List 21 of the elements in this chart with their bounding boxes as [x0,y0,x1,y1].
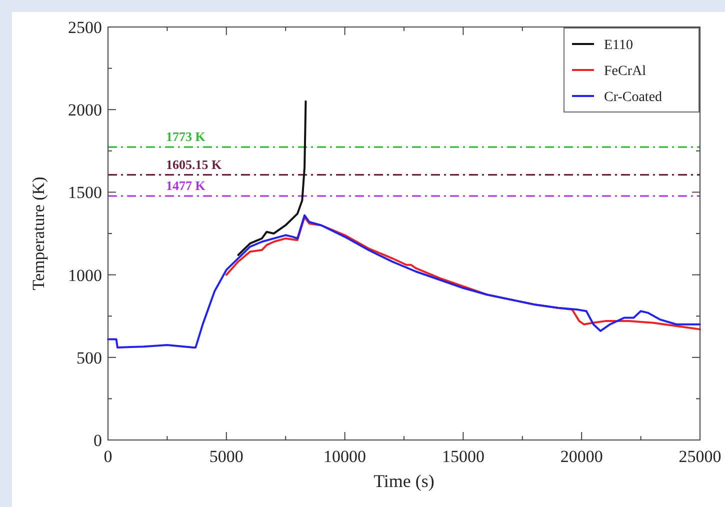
y-tick-label: 2500 [68,18,102,37]
line-series [107,214,701,348]
line-series [237,100,307,256]
x-tick-label: 20000 [560,447,603,466]
y-tick-label: 0 [94,431,102,450]
x-axis-title: Time (s) [374,471,434,491]
legend-label: FeCrAl [604,64,646,79]
y-tick-label: 500 [76,348,102,368]
ref-line-label: 1773 K [166,129,206,144]
x-tick-label: 25000 [678,447,722,466]
y-tick-label: 2000 [68,100,102,120]
x-tick-label: 15000 [442,447,484,466]
legend-label: E110 [604,38,634,53]
legend-label: Cr-Coated [604,90,662,105]
x-tick-label: 10000 [324,447,366,466]
x-tick-label: 5000 [209,447,244,466]
y-tick-label: 1500 [68,183,102,202]
y-tick-label: 1000 [68,266,102,285]
ref-line-label: 1605.15 K [166,156,222,172]
y-axis-title: Temperature (K) [29,176,48,290]
ref-line-label: 1477 K [166,178,206,193]
